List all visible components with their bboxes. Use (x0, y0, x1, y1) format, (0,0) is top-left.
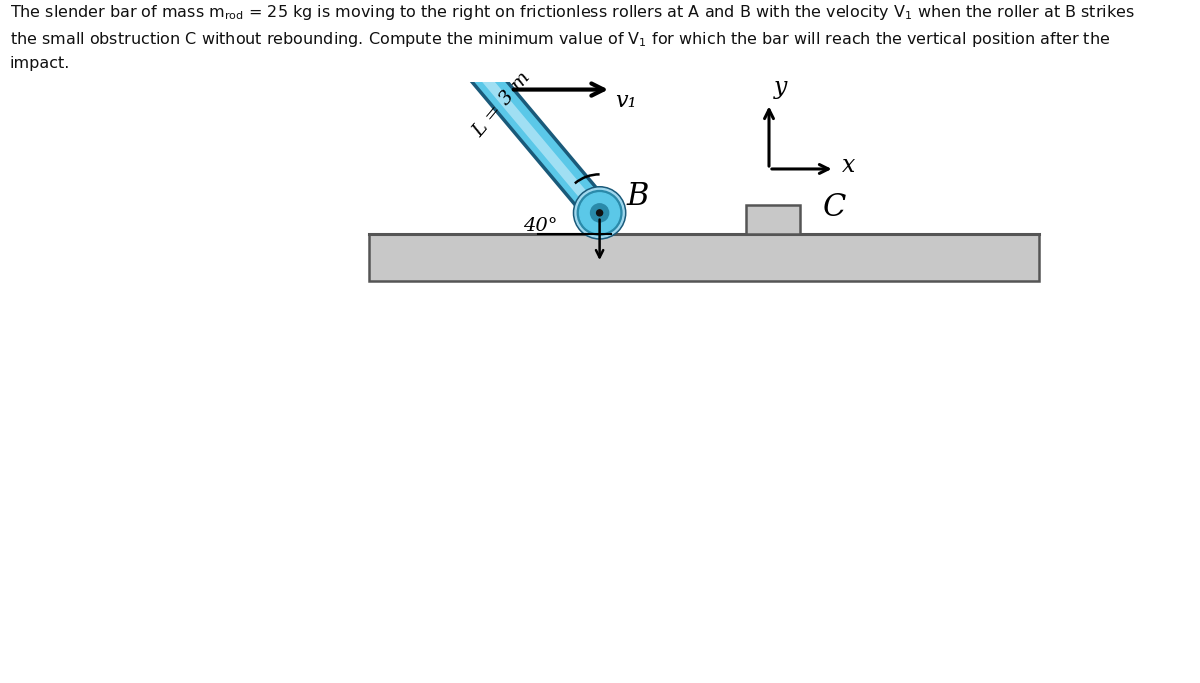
Text: y: y (774, 76, 787, 99)
Bar (746, 205, 799, 234)
Bar (368, 234, 1038, 281)
Circle shape (577, 191, 622, 235)
Text: x: x (842, 154, 856, 177)
Circle shape (596, 210, 602, 216)
Text: L = 3 m: L = 3 m (470, 69, 535, 141)
Text: B: B (626, 181, 649, 212)
Circle shape (590, 204, 608, 222)
Text: 40°: 40° (522, 217, 557, 236)
Circle shape (575, 189, 624, 238)
Text: C: C (823, 192, 846, 223)
Circle shape (574, 186, 625, 239)
Circle shape (580, 193, 619, 233)
Text: The slender bar of mass m$_{\mathregular{rod}}$ = 25 kg is moving to the right o: The slender bar of mass m$_{\mathregular… (10, 3, 1134, 71)
Text: v₁: v₁ (614, 89, 636, 111)
